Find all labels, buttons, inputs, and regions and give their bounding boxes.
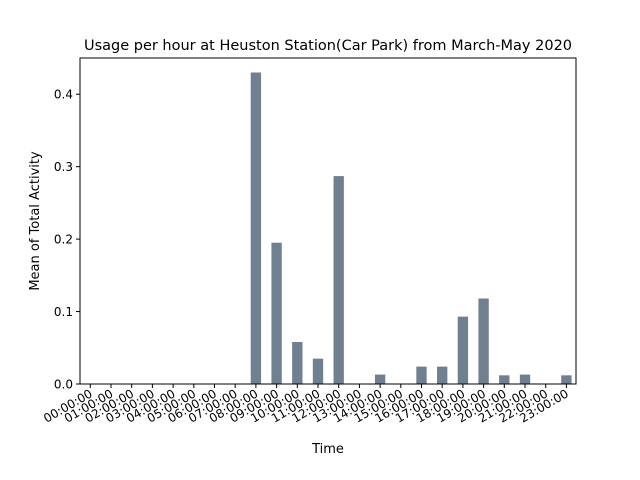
bar [457, 316, 469, 384]
y-axis: 0.0 0.1 0.2 0.3 0.4 [54, 88, 80, 392]
y-tick-label: 0.4 [54, 88, 73, 102]
bar [374, 374, 386, 384]
x-axis-label: Time [311, 442, 344, 457]
bar [478, 298, 489, 384]
bar [312, 358, 324, 384]
bars-group [250, 72, 572, 385]
y-axis-label: Mean of Total Activity [28, 151, 43, 291]
bar [437, 366, 448, 384]
y-tick-label: 0.1 [54, 305, 73, 319]
bar [292, 341, 303, 384]
bar [416, 366, 427, 384]
x-axis: 00:00:0001:00:0002:00:0003:00:0004:00:00… [41, 384, 571, 426]
bar [333, 176, 344, 384]
bar [561, 375, 572, 384]
chart-title: Usage per hour at Heuston Station(Car Pa… [84, 38, 572, 54]
plot-frame [79, 57, 577, 385]
bar [499, 375, 510, 384]
bar [519, 374, 531, 384]
bar [271, 242, 282, 384]
bar [250, 72, 262, 385]
y-tick-label: 0.3 [54, 160, 73, 174]
y-tick-label: 0.2 [54, 233, 73, 247]
y-tick-label: 0.0 [54, 378, 73, 392]
